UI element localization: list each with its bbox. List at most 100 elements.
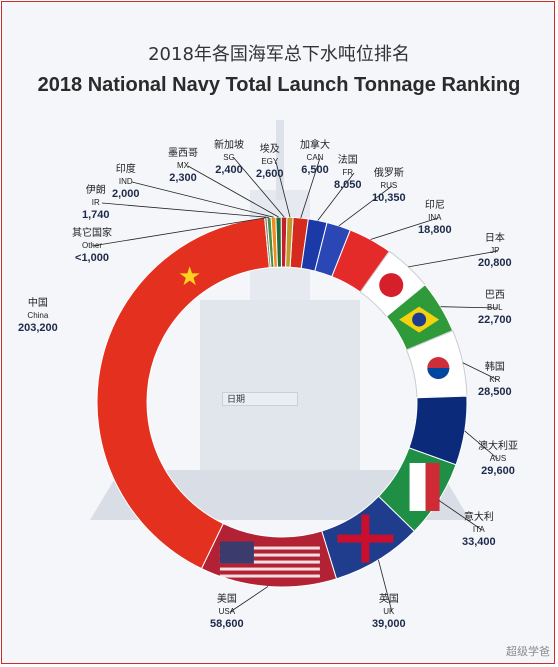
brazil-globe-icon <box>412 312 427 327</box>
slice-label-usa: 美国 USA 58,600 <box>210 594 244 630</box>
chart-title-english: 2018 National Navy Total Launch Tonnage … <box>37 74 521 96</box>
chart-title-chinese: 2018年各国海军总下水吨位排名 <box>148 44 410 65</box>
date-field[interactable]: 日期 <box>222 392 298 406</box>
japan-sun-icon <box>379 273 404 298</box>
slice-label-sg: 新加坡 SG 2,400 <box>214 140 244 176</box>
leader-line <box>408 250 499 268</box>
slice-label-other: 其它国家 Other <1,000 <box>72 228 112 264</box>
label-value: 29,600 <box>481 465 515 477</box>
leader-line <box>275 161 291 218</box>
label-en: ITA <box>472 525 485 534</box>
label-cn: 法国 <box>337 155 358 166</box>
leader-line <box>317 172 355 221</box>
uk-cross-v <box>361 514 370 563</box>
leader-line <box>229 586 269 613</box>
label-en: KR <box>489 375 501 384</box>
slice-label-rus: 俄罗斯 RUS 10,350 <box>372 168 406 204</box>
leader-line <box>131 181 274 218</box>
slice-label-jp: 日本 JP 20,800 <box>478 233 512 269</box>
label-value: 6,500 <box>301 164 329 176</box>
slice-label-ind: 印度 IND 2,000 <box>112 164 140 200</box>
slice-china <box>96 217 270 570</box>
usa-canton <box>219 541 254 564</box>
usa-stripe <box>219 567 320 571</box>
label-value: 33,400 <box>462 536 496 548</box>
italy-white-band <box>409 462 426 511</box>
label-cn: 英国 <box>378 594 399 605</box>
label-en: INA <box>428 213 442 222</box>
label-en: China <box>27 311 49 320</box>
label-cn: 俄罗斯 <box>373 168 404 179</box>
label-value: 2,300 <box>169 172 197 184</box>
label-value: 2,600 <box>256 168 284 180</box>
label-en: FR <box>342 168 354 177</box>
label-value: 39,000 <box>372 618 406 630</box>
label-value: <1,000 <box>75 252 109 264</box>
slice-label-kr: 韩国 KR 28,500 <box>478 362 512 398</box>
label-cn: 其它国家 <box>72 228 112 239</box>
label-cn: 意大利 <box>463 512 494 523</box>
label-en: EGY <box>261 157 279 166</box>
label-cn: 巴西 <box>484 290 505 301</box>
label-leaders <box>91 157 499 613</box>
leader-line <box>233 157 285 218</box>
leader-line <box>438 499 483 531</box>
label-en: BUL <box>487 303 503 312</box>
slice-label-fr: 法国 FR 8,050 <box>334 155 362 191</box>
label-en: SG <box>223 153 235 162</box>
slice-label-bul: 巴西 BUL 22,700 <box>478 290 512 326</box>
label-value: 10,350 <box>372 192 406 204</box>
slice-label-egy: 埃及 EGY 2,600 <box>256 144 284 180</box>
leader-line <box>300 157 321 219</box>
label-en: USA <box>218 607 236 616</box>
label-cn: 印度 <box>115 164 136 175</box>
donut-slices: ★ <box>96 216 468 588</box>
label-value: 28,500 <box>478 386 512 398</box>
usa-stripe <box>219 553 320 557</box>
slice-label-mx: 墨西哥 MX 2,300 <box>168 148 198 184</box>
slice-label-ita: 意大利 ITA 33,400 <box>462 512 496 548</box>
label-cn: 美国 <box>216 594 237 605</box>
usa-stripe <box>219 574 320 578</box>
slice-label-ina: 印尼 INA 18,800 <box>418 200 452 236</box>
label-en: AUS <box>489 454 507 463</box>
label-value: 58,600 <box>210 618 244 630</box>
korea-taeguk-blue <box>427 368 450 380</box>
label-cn: 加拿大 <box>300 140 330 151</box>
ship-silhouette <box>200 300 360 470</box>
label-value: 20,800 <box>478 257 512 269</box>
label-cn: 澳大利亚 <box>478 441 518 452</box>
slice-label-china: 中国 China 203,200 <box>18 298 58 334</box>
label-value: 2,000 <box>112 188 140 200</box>
label-cn: 韩国 <box>484 362 505 373</box>
italy-red-band <box>425 462 440 511</box>
label-en: MX <box>177 161 189 170</box>
slice-label-uk: 英国 UK 39,000 <box>372 594 406 630</box>
label-value: 18,800 <box>418 224 452 236</box>
usa-stripe <box>219 546 320 550</box>
label-cn: 中国 <box>27 298 48 309</box>
label-en: CAN <box>306 153 324 162</box>
ship-silhouette <box>276 120 284 200</box>
label-value: 2,400 <box>215 164 243 176</box>
label-cn: 印尼 <box>424 200 445 211</box>
label-en: IR <box>91 198 100 207</box>
leader-line <box>378 559 393 613</box>
label-cn: 新加坡 <box>214 140 244 151</box>
label-value: 203,200 <box>18 322 58 334</box>
leader-line <box>101 202 270 218</box>
leader-line <box>338 185 393 227</box>
leader-line <box>187 165 279 218</box>
china-star-icon: ★ <box>178 262 201 292</box>
label-value: 8,050 <box>334 179 362 191</box>
label-en: UK <box>383 607 395 616</box>
leader-line <box>440 306 499 309</box>
leader-line <box>464 430 499 460</box>
label-cn: 日本 <box>484 233 505 244</box>
leader-line <box>91 217 266 247</box>
label-en: IND <box>118 177 133 186</box>
label-en: RUS <box>380 181 398 190</box>
label-value: 22,700 <box>478 314 512 326</box>
slice-egy <box>285 216 294 268</box>
